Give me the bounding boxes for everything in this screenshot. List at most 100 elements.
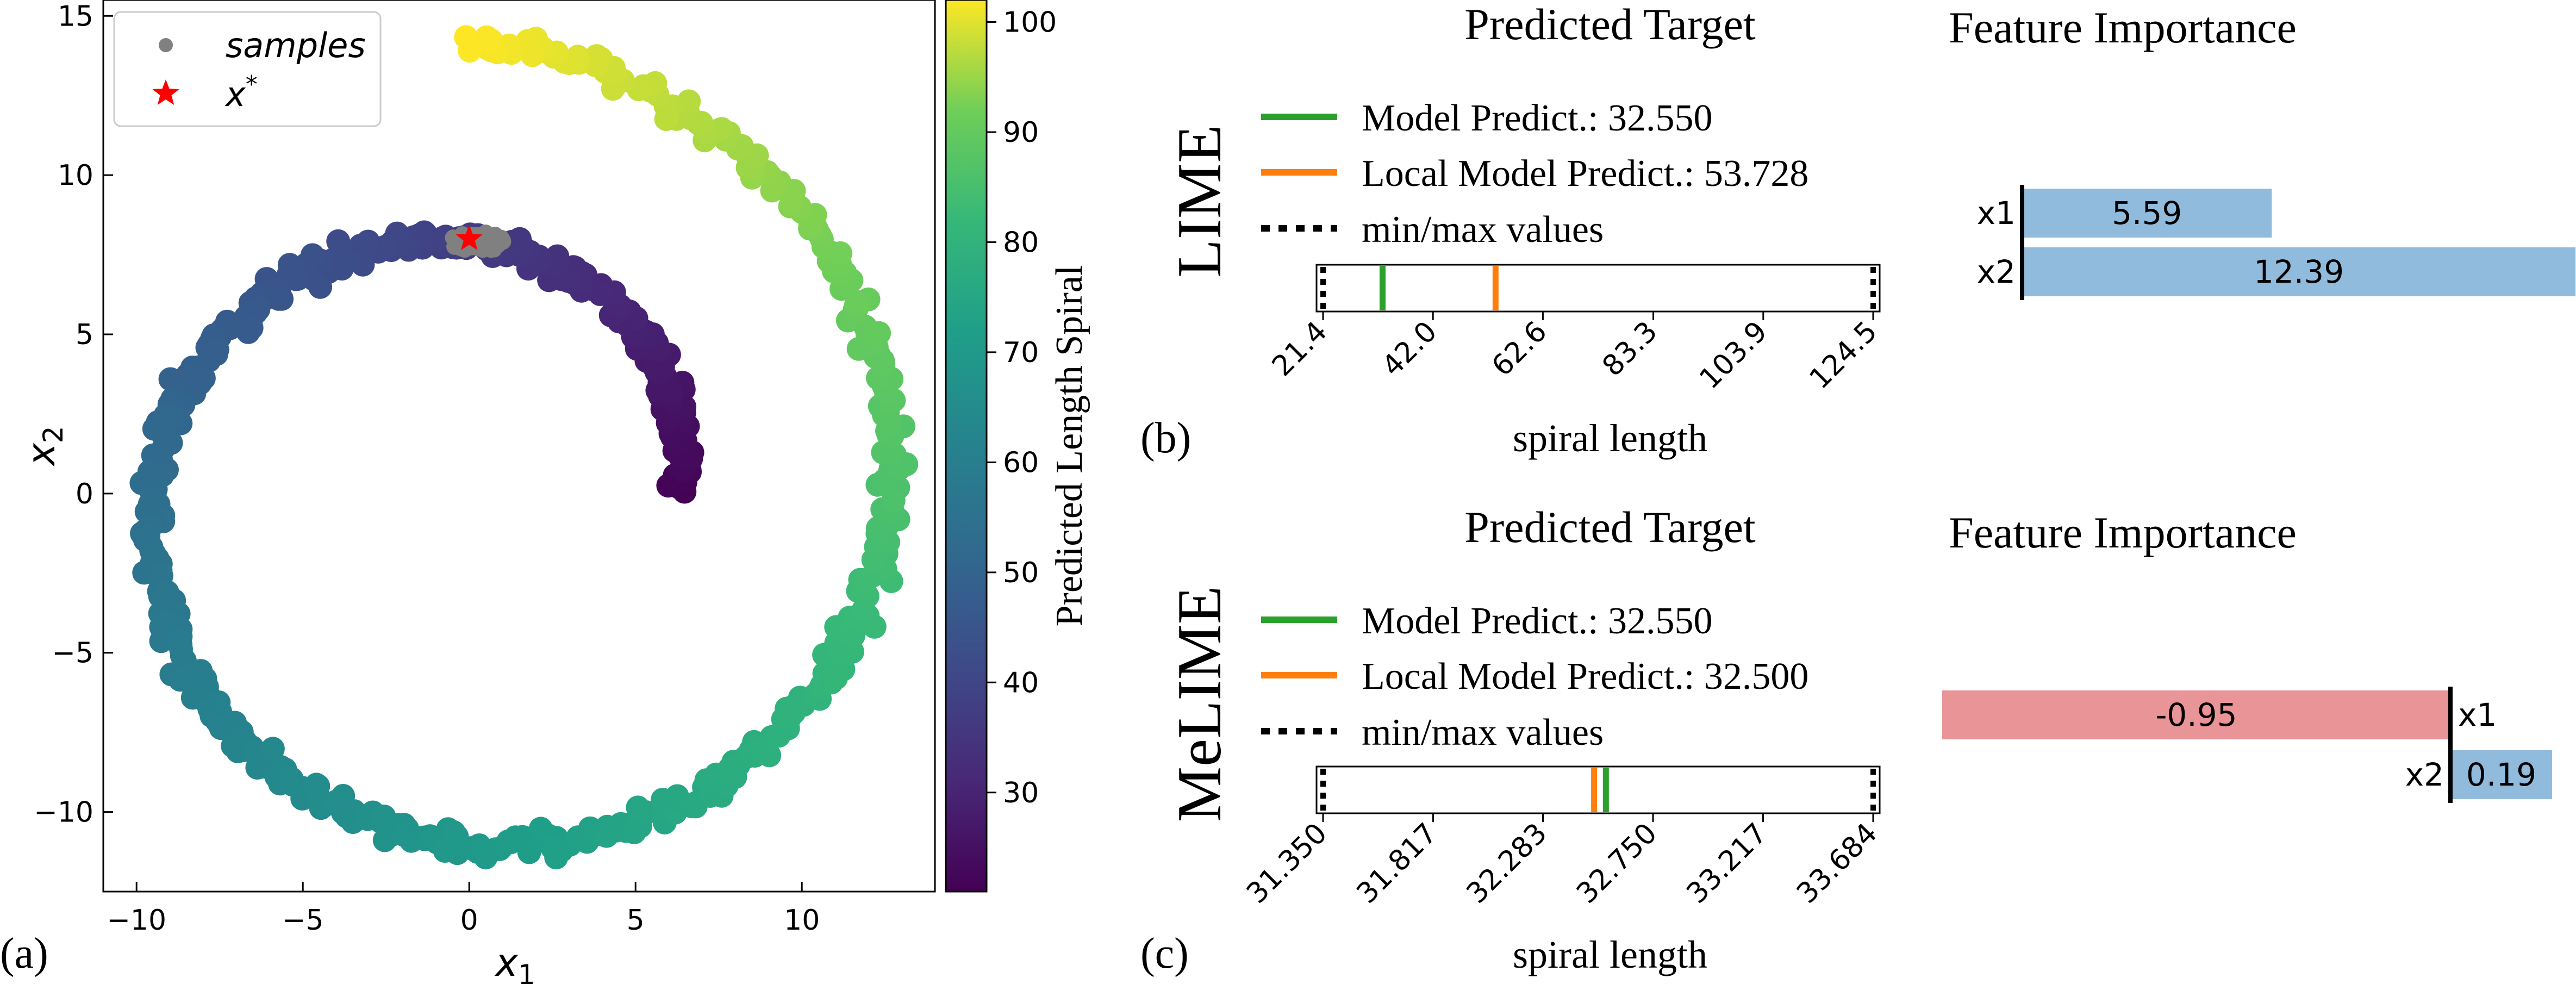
legend-x-star-label: x* bbox=[224, 71, 258, 114]
spiral-point bbox=[260, 737, 285, 761]
importance-category-label: x2 bbox=[1977, 253, 2016, 290]
scatter-x-tick-label: 10 bbox=[784, 904, 820, 937]
spiral-point bbox=[881, 488, 906, 513]
lime-legend-local-label: Local Model Predict.: 53.728 bbox=[1362, 153, 1808, 195]
melime-legend-model-label: Model Predict.: 32.550 bbox=[1362, 600, 1712, 642]
importance-bar-x1 bbox=[1942, 690, 2450, 739]
range-tick-label: 32.750 bbox=[1570, 817, 1663, 910]
colorbar-ticks: 30 40 50 60 70 80 90 100 bbox=[987, 6, 1057, 809]
range-tick-label: 124.5 bbox=[1803, 315, 1883, 396]
scatter-plot-frame bbox=[102, 0, 936, 893]
lime-importance-title: Feature Importance bbox=[1949, 3, 2297, 52]
importance-value-label: 5.59 bbox=[2112, 195, 2182, 232]
importance-bar-x1 bbox=[2022, 189, 2272, 238]
spiral-point bbox=[161, 404, 185, 429]
scatter-y-tick-label: 15 bbox=[58, 0, 93, 33]
spiral-point bbox=[454, 25, 478, 49]
importance-bar-x2 bbox=[2022, 247, 2576, 296]
melime-legend-minmax-label: min/max values bbox=[1362, 712, 1604, 753]
spiral-point bbox=[308, 275, 333, 299]
melime-target-legend: Model Predict.: 32.550 Local Model Predi… bbox=[1261, 600, 1808, 753]
target-range-box bbox=[1315, 264, 1881, 313]
lime-target-legend: Model Predict.: 32.550 Local Model Predi… bbox=[1261, 97, 1808, 251]
lime-range-axis-label: spiral length bbox=[1513, 416, 1707, 460]
melime-panel: MeLIME Predicted Target Feature Importan… bbox=[1140, 502, 2552, 977]
scatter-y-tick-label: −5 bbox=[52, 637, 93, 670]
colorbar-tick-label: 60 bbox=[1003, 446, 1039, 479]
legend-samples-marker bbox=[159, 38, 173, 52]
spiral-point bbox=[766, 724, 791, 748]
melime-method-label: MeLIME bbox=[1165, 586, 1234, 822]
melime-target-range-plot: 31.350 31.817 32.283 32.750 33.217 33.684 bbox=[1240, 765, 1883, 910]
range-tick-label: 33.684 bbox=[1791, 817, 1883, 910]
spiral-point bbox=[824, 666, 848, 690]
scatter-legend: samples x* bbox=[113, 11, 382, 127]
panel-label-c: (c) bbox=[1140, 930, 1189, 977]
colorbar-tick-label: 30 bbox=[1003, 777, 1039, 809]
importance-value-label: -0.95 bbox=[2155, 696, 2237, 733]
spiral-point bbox=[844, 292, 869, 316]
importance-category-label: x1 bbox=[1977, 195, 2016, 232]
scatter-x-axis-label: x1 bbox=[494, 941, 535, 984]
colorbar bbox=[945, 0, 988, 893]
melime-range-axis-label: spiral length bbox=[1513, 933, 1707, 976]
scatter-y-tick-label: 0 bbox=[76, 478, 93, 510]
range-tick-label: 83.3 bbox=[1596, 315, 1663, 383]
range-tick-label: 31.350 bbox=[1240, 817, 1333, 910]
spiral-point bbox=[626, 795, 650, 820]
spiral-point bbox=[375, 234, 399, 259]
colorbar-tick-label: 90 bbox=[1003, 116, 1039, 149]
spiral-point bbox=[205, 338, 229, 362]
importance-category-label: x1 bbox=[2458, 696, 2497, 733]
scatter-panel: −10 −5 0 5 10 −10 −5 0 5 10 15 x1 x2 (a) samples … bbox=[0, 0, 1090, 984]
lime-target-range-plot: 21.4 42.0 62.6 83.3 103.9 124.5 bbox=[1266, 264, 1883, 396]
importance-value-label: 0.19 bbox=[2466, 756, 2536, 793]
lime-legend-minmax-label: min/max values bbox=[1362, 209, 1604, 251]
lime-method-label: LIME bbox=[1165, 124, 1234, 277]
colorbar-tick-label: 40 bbox=[1003, 667, 1039, 699]
scatter-x-tick-label: −5 bbox=[282, 904, 324, 937]
legend-x-star-marker bbox=[152, 79, 179, 105]
range-tick-label: 62.6 bbox=[1486, 315, 1553, 383]
x-star-marker bbox=[456, 225, 483, 251]
scatter-x-tick-label: −10 bbox=[107, 904, 166, 937]
legend-samples-label: samples bbox=[226, 26, 366, 65]
panel-label-b: (b) bbox=[1140, 414, 1191, 462]
spiral-point bbox=[694, 768, 719, 793]
range-tick-label: 42.0 bbox=[1376, 315, 1443, 383]
target-range-box bbox=[1315, 765, 1881, 814]
range-tick-label: 32.283 bbox=[1461, 817, 1554, 910]
scatter-x-ticks: −10 −5 0 5 10 bbox=[107, 882, 820, 937]
range-tick-label: 31.817 bbox=[1351, 817, 1444, 910]
lime-feature-importance-plot: 5.59 x1 12.39 x2 bbox=[1977, 185, 2576, 300]
melime-importance-title: Feature Importance bbox=[1949, 508, 2297, 557]
melime-target-title: Predicted Target bbox=[1464, 502, 1756, 552]
importance-bar-x2 bbox=[2450, 750, 2552, 799]
range-tick-label: 21.4 bbox=[1266, 315, 1333, 383]
range-tick-label: 33.217 bbox=[1681, 817, 1774, 910]
lime-panel: LIME Predicted Target Feature Importance… bbox=[1140, 0, 2576, 462]
colorbar-tick-label: 70 bbox=[1003, 337, 1039, 369]
spiral-point bbox=[239, 316, 264, 340]
spiral-point bbox=[867, 321, 891, 345]
lime-target-title: Predicted Target bbox=[1464, 0, 1756, 49]
sample-point bbox=[490, 236, 507, 253]
scatter-y-tick-label: 5 bbox=[76, 319, 93, 351]
scatter-x-tick-label: 0 bbox=[460, 904, 478, 937]
scatter-y-axis-label: x2 bbox=[19, 426, 69, 466]
colorbar-tick-label: 100 bbox=[1003, 6, 1057, 39]
scatter-y-tick-label: −10 bbox=[34, 796, 93, 829]
importance-value-label: 12.39 bbox=[2254, 253, 2344, 290]
importance-category-label: x2 bbox=[2405, 756, 2444, 793]
lime-legend-model-label: Model Predict.: 32.550 bbox=[1362, 97, 1712, 139]
spiral-points bbox=[129, 25, 919, 870]
colorbar-tick-label: 80 bbox=[1003, 226, 1039, 259]
spiral-point bbox=[392, 823, 416, 848]
colorbar-tick-label: 50 bbox=[1003, 557, 1039, 589]
spiral-point bbox=[155, 580, 179, 605]
colorbar-label: Predicted Length Spiral bbox=[1049, 265, 1090, 627]
melime-feature-importance-plot: -0.95 x1 0.19 x2 bbox=[1942, 687, 2552, 803]
melime-legend-local-label: Local Model Predict.: 32.500 bbox=[1362, 656, 1808, 697]
scatter-y-ticks: −10 −5 0 5 10 15 bbox=[34, 0, 113, 829]
